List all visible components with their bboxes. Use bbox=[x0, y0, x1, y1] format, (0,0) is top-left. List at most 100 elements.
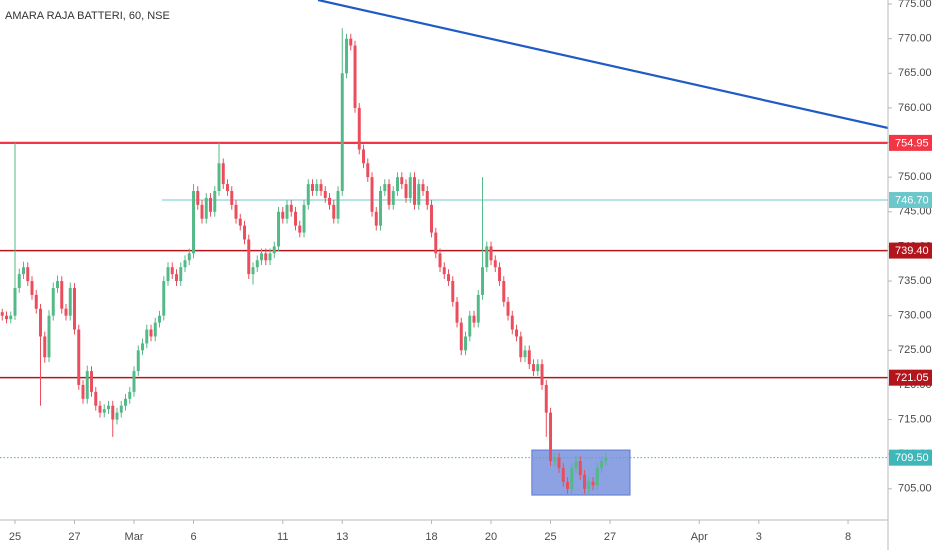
candle-body bbox=[366, 163, 370, 178]
y-tick-label: 730.00 bbox=[898, 310, 932, 322]
candle-body bbox=[481, 267, 485, 295]
candle-body bbox=[587, 481, 591, 489]
candle-body bbox=[90, 371, 93, 392]
candle-body bbox=[43, 336, 47, 358]
candle-body bbox=[315, 184, 319, 192]
candle-body bbox=[192, 191, 196, 254]
candle-body bbox=[425, 191, 429, 205]
candle-body bbox=[523, 350, 527, 358]
candle-body bbox=[557, 457, 561, 469]
candle-body bbox=[438, 253, 442, 268]
candle-body bbox=[22, 267, 25, 275]
candle-body bbox=[396, 177, 400, 192]
candle-body bbox=[166, 267, 170, 282]
candle-body bbox=[536, 364, 540, 372]
candle-body bbox=[268, 253, 272, 261]
candle-body bbox=[175, 274, 178, 282]
x-tick-label: Apr bbox=[691, 531, 708, 543]
candle-body bbox=[111, 405, 115, 420]
candle-body bbox=[472, 315, 476, 323]
candle-body bbox=[56, 281, 59, 288]
candle-body bbox=[566, 481, 570, 489]
x-tick-label: 6 bbox=[190, 531, 196, 543]
y-tick-label: 735.00 bbox=[898, 275, 932, 287]
candle-body bbox=[60, 281, 64, 309]
y-tick-label: 765.00 bbox=[898, 67, 932, 79]
candle-body bbox=[141, 343, 144, 351]
y-tick-label: 705.00 bbox=[898, 483, 932, 495]
y-tick-label: 725.00 bbox=[898, 344, 932, 356]
price-tag bbox=[889, 192, 932, 209]
candle-body bbox=[187, 253, 191, 261]
candle-body bbox=[451, 281, 455, 302]
candle-body bbox=[277, 211, 281, 247]
candle-body bbox=[213, 191, 217, 212]
candle-body bbox=[468, 315, 472, 337]
candle-body bbox=[238, 218, 242, 226]
candle-body bbox=[510, 315, 514, 330]
candle-body bbox=[260, 253, 264, 261]
x-tick-label: 25 bbox=[9, 531, 21, 543]
x-tick-label: 13 bbox=[336, 531, 348, 543]
candle-body bbox=[115, 412, 119, 420]
candle-body bbox=[209, 197, 213, 212]
candle-body bbox=[251, 267, 255, 275]
candle-body bbox=[604, 457, 608, 462]
candle-body bbox=[153, 322, 157, 337]
candle-body bbox=[107, 405, 110, 410]
candle-body bbox=[183, 260, 187, 268]
candle-body bbox=[485, 246, 489, 268]
x-tick-label: Mar bbox=[125, 531, 144, 543]
candle-body bbox=[298, 225, 302, 233]
price-tag-label: 746.70 bbox=[895, 194, 929, 206]
candle-body bbox=[400, 177, 404, 185]
candle-body bbox=[442, 267, 446, 275]
candle-body bbox=[158, 315, 161, 323]
x-tick-label: 18 bbox=[425, 531, 437, 543]
y-tick-label: 750.00 bbox=[898, 171, 932, 183]
candle-body bbox=[595, 468, 599, 486]
candle-body bbox=[561, 468, 565, 482]
candle-body bbox=[200, 204, 204, 219]
candle-body bbox=[362, 149, 366, 164]
candle-body bbox=[544, 384, 548, 413]
candle-body bbox=[328, 197, 332, 205]
candle-body bbox=[47, 315, 51, 358]
candle-body bbox=[493, 260, 497, 268]
y-tick-label: 775.00 bbox=[898, 0, 932, 10]
candle-body bbox=[272, 246, 276, 254]
candle-body bbox=[459, 322, 463, 351]
candle-body bbox=[179, 267, 183, 282]
candle-body bbox=[289, 204, 293, 212]
candle-body bbox=[498, 267, 502, 282]
candle-body bbox=[34, 294, 38, 309]
price-tag bbox=[889, 449, 932, 466]
candle-body bbox=[570, 468, 574, 489]
candle-body bbox=[591, 481, 595, 486]
candle-body bbox=[379, 191, 383, 226]
candle-body bbox=[549, 412, 553, 462]
candle-body bbox=[281, 211, 285, 219]
candle-body bbox=[94, 391, 98, 406]
price-tag bbox=[889, 242, 932, 259]
candle-body bbox=[519, 336, 523, 358]
candle-body bbox=[98, 405, 102, 413]
candle-body bbox=[357, 107, 361, 150]
candle-body bbox=[81, 384, 85, 399]
candle-body bbox=[404, 184, 408, 198]
candle-body bbox=[124, 398, 127, 406]
candle-body bbox=[264, 253, 268, 261]
candle-body bbox=[217, 163, 221, 192]
candle-body bbox=[370, 177, 374, 212]
candle-body bbox=[204, 197, 208, 219]
candle-body bbox=[85, 371, 89, 399]
candle-body bbox=[102, 409, 106, 413]
candle-body bbox=[434, 232, 438, 254]
candle-body bbox=[234, 204, 238, 219]
candle-body bbox=[323, 191, 327, 198]
candle-body bbox=[447, 274, 451, 282]
candle-body bbox=[553, 457, 557, 462]
candle-body bbox=[196, 191, 200, 205]
